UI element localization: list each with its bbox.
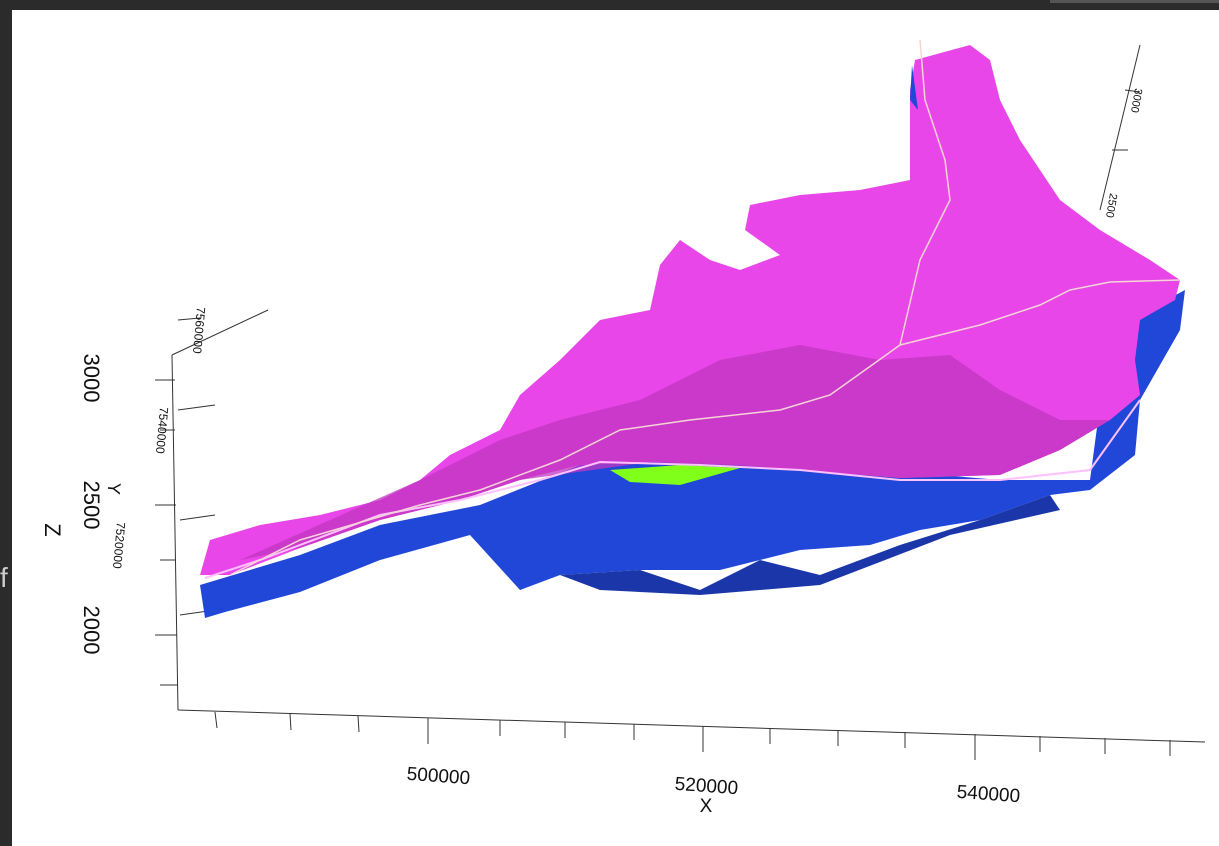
left-frame [0,0,12,846]
page: f 500000 520000 540000 X [0,0,1219,846]
right-z-tick-label: 3000 [1128,87,1144,113]
x-tick-label: 540000 [956,782,1021,807]
geology-model [200,40,1185,618]
y-tick-label: 7520000 [110,521,128,569]
top-frame [0,0,1219,10]
scene: f 500000 520000 540000 X [0,0,1219,846]
y-tick-label: 7540000 [153,406,171,454]
x-axis-label: X [700,796,713,817]
z-axis-label: Z [40,523,65,536]
y-tick-label: 7560000 [190,306,208,354]
z-tick-label: 2500 [79,481,104,530]
z-tick-label: 2000 [79,606,104,655]
z-tick-label: 3000 [79,354,104,403]
right-z-tick-label: 2500 [1103,192,1119,218]
left-fragment: f [0,562,8,593]
x-tick-label: 500000 [406,764,471,789]
top-frame-edge [1050,0,1219,3]
y-axis-label: Y [103,482,124,496]
